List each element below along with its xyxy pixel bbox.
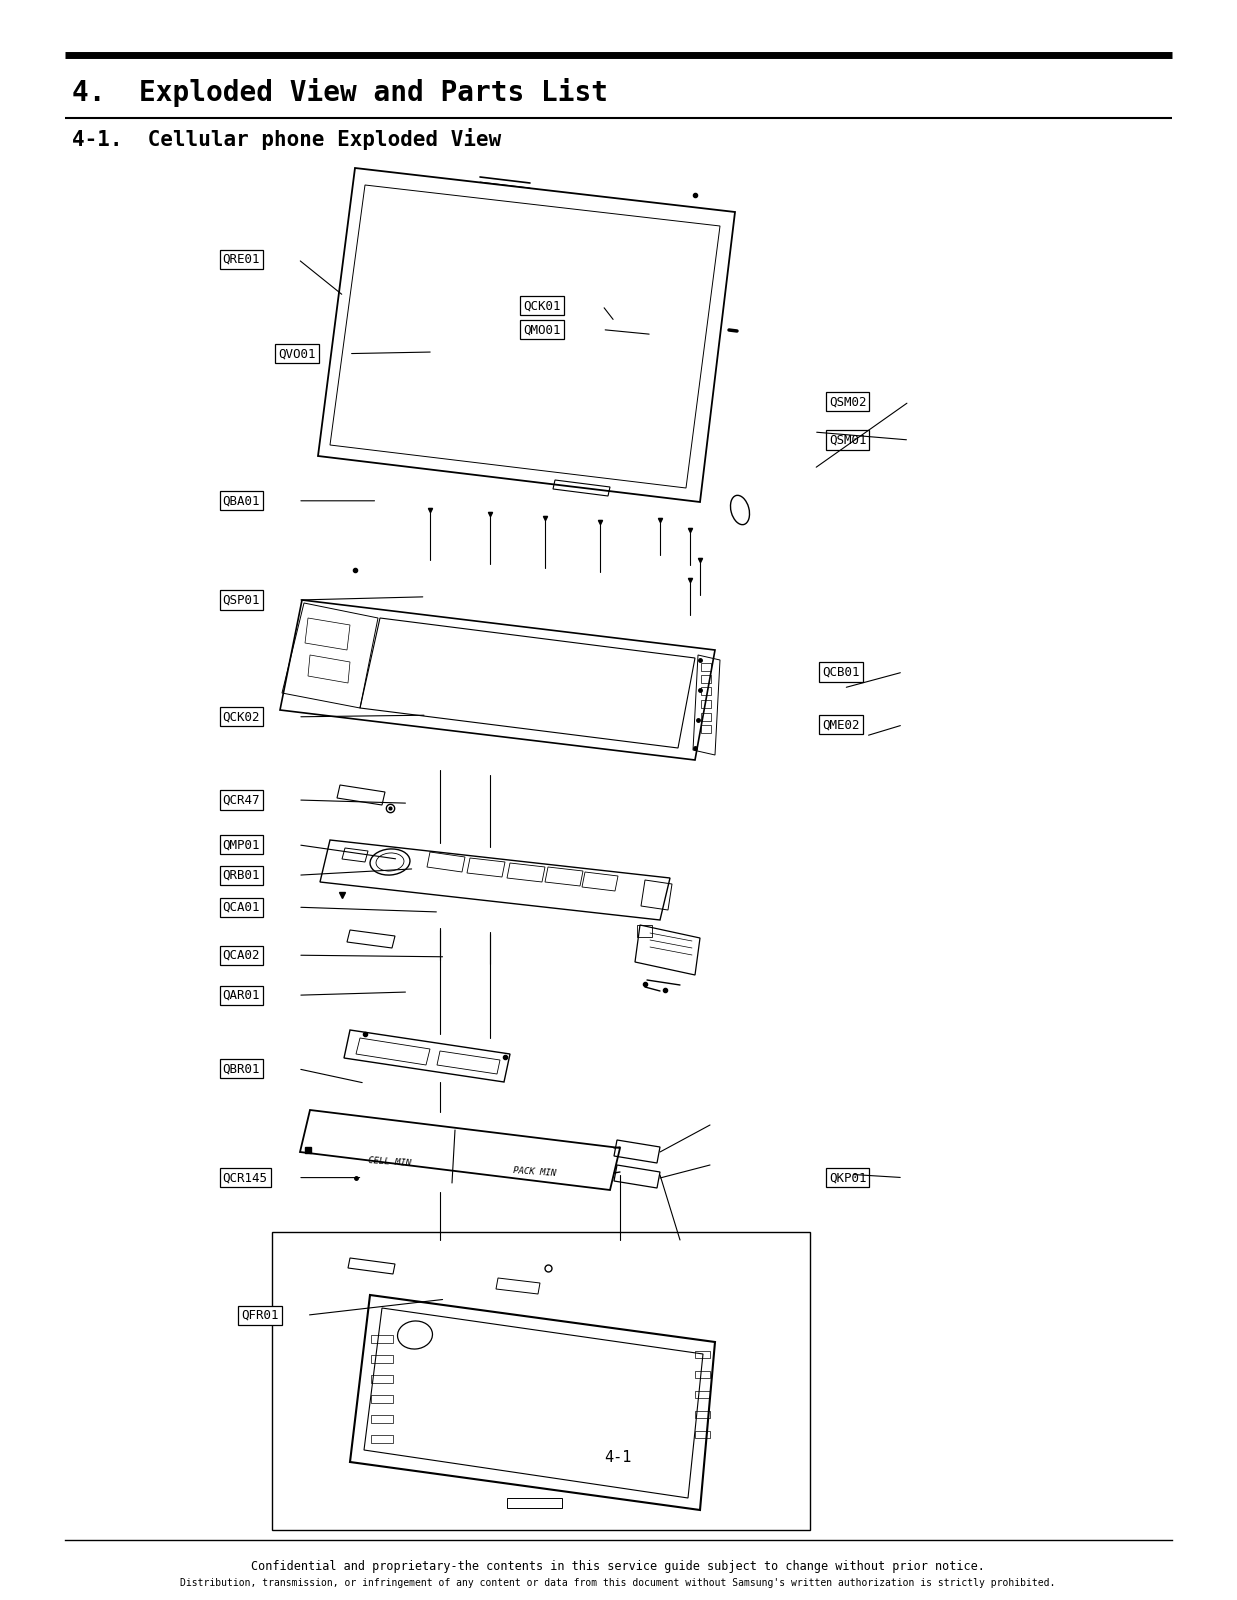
Bar: [701, 725, 711, 733]
Text: PACK MIN: PACK MIN: [513, 1166, 557, 1178]
Text: QSM02: QSM02: [829, 395, 866, 408]
Bar: [695, 1350, 710, 1358]
Bar: [371, 1374, 393, 1382]
Bar: [371, 1334, 393, 1342]
Bar: [371, 1355, 393, 1363]
Bar: [695, 1430, 710, 1438]
Text: CELL MIN: CELL MIN: [369, 1157, 412, 1168]
Text: QRE01: QRE01: [223, 253, 260, 266]
Bar: [701, 714, 711, 722]
Text: QBA01: QBA01: [223, 494, 260, 507]
Bar: [701, 701, 711, 707]
Text: QCA01: QCA01: [223, 901, 260, 914]
Text: QSM01: QSM01: [829, 434, 866, 446]
Bar: [637, 925, 652, 938]
Text: QAR01: QAR01: [223, 989, 260, 1002]
Bar: [371, 1395, 393, 1403]
Bar: [695, 1411, 710, 1418]
Bar: [371, 1435, 393, 1443]
Text: QVO01: QVO01: [278, 347, 315, 360]
Text: QCB01: QCB01: [823, 666, 860, 678]
Text: Distribution, transmission, or infringement of any content or data from this doc: Distribution, transmission, or infringem…: [181, 1578, 1055, 1587]
Text: Confidential and proprietary-the contents in this service guide subject to chang: Confidential and proprietary-the content…: [251, 1560, 985, 1573]
Text: QCA02: QCA02: [223, 949, 260, 962]
Text: QMP01: QMP01: [223, 838, 260, 851]
Text: 4.  Exploded View and Parts List: 4. Exploded View and Parts List: [72, 78, 609, 107]
Bar: [701, 686, 711, 694]
Text: QCR47: QCR47: [223, 794, 260, 806]
Text: 4-1.  Cellular phone Exploded View: 4-1. Cellular phone Exploded View: [72, 128, 501, 150]
Text: QKP01: QKP01: [829, 1171, 866, 1184]
Text: QFR01: QFR01: [241, 1309, 278, 1322]
Text: QCK01: QCK01: [523, 299, 560, 312]
Text: QRB01: QRB01: [223, 869, 260, 882]
Bar: [371, 1414, 393, 1422]
Text: QSP01: QSP01: [223, 594, 260, 606]
Text: QCR145: QCR145: [223, 1171, 267, 1184]
Bar: [701, 675, 711, 683]
Bar: [701, 662, 711, 670]
Bar: [695, 1390, 710, 1398]
Text: 4-1: 4-1: [605, 1450, 632, 1464]
Text: QCK02: QCK02: [223, 710, 260, 723]
Bar: [507, 1498, 562, 1507]
Text: QME02: QME02: [823, 718, 860, 731]
Text: QMO01: QMO01: [523, 323, 560, 336]
Text: QBR01: QBR01: [223, 1062, 260, 1075]
Bar: [695, 1371, 710, 1378]
